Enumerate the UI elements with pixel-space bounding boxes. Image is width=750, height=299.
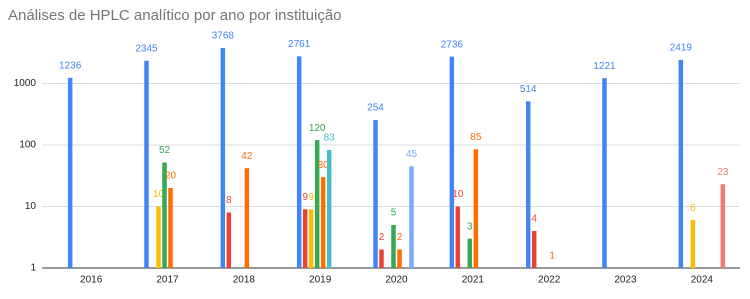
bar <box>67 77 73 268</box>
data-label: 2736 <box>441 39 464 50</box>
bar <box>320 177 326 268</box>
data-label: 2419 <box>670 43 693 54</box>
data-label: 514 <box>520 84 537 95</box>
bar <box>326 149 332 268</box>
y-tick-label: 1000 <box>14 78 37 89</box>
x-tick-label: 2022 <box>538 275 561 286</box>
bar <box>525 101 531 269</box>
x-tick-label: 2016 <box>80 275 103 286</box>
data-label: 254 <box>367 103 384 114</box>
bar <box>162 162 167 268</box>
x-tick-label: 2020 <box>385 275 408 286</box>
bar <box>531 230 537 268</box>
data-label: 1 <box>549 251 555 262</box>
bar <box>409 166 414 268</box>
y-tick-label: 100 <box>19 140 36 151</box>
data-label: 3768 <box>212 31 235 42</box>
bar <box>379 249 384 268</box>
data-label: 3 <box>467 221 473 232</box>
bar <box>690 220 696 268</box>
bar <box>314 140 320 268</box>
data-label: 6 <box>690 203 696 214</box>
x-tick-label: 2019 <box>309 275 332 286</box>
bar <box>373 120 378 269</box>
bar <box>144 60 149 269</box>
data-label: 45 <box>406 149 418 160</box>
data-label: 23 <box>717 167 729 178</box>
data-label: 2761 <box>288 39 311 50</box>
bar <box>156 206 161 268</box>
data-label: 2 <box>379 232 385 243</box>
bar <box>720 184 726 268</box>
data-label: 1221 <box>593 61 616 72</box>
x-tick-label: 2021 <box>462 275 485 286</box>
data-label: 10 <box>452 189 464 200</box>
data-label: 4 <box>531 214 537 225</box>
bar <box>226 212 232 268</box>
data-label: 42 <box>241 151 253 162</box>
data-label: 9 <box>302 192 308 203</box>
y-tick-label: 1 <box>30 263 36 274</box>
x-tick-label: 2017 <box>156 275 179 286</box>
bar <box>473 149 479 268</box>
data-label: 52 <box>159 145 171 156</box>
bar <box>308 209 314 268</box>
data-label: 2345 <box>135 43 158 54</box>
x-tick-label: 2024 <box>691 275 714 286</box>
bar <box>296 56 302 268</box>
x-tick-label: 2023 <box>614 275 637 286</box>
data-label: 5 <box>391 208 397 219</box>
data-label: 120 <box>309 123 326 134</box>
bar <box>449 56 455 269</box>
bar <box>302 209 308 268</box>
data-label: 10 <box>153 189 165 200</box>
chart-title: Análises de HPLC analítico por ano por i… <box>8 7 342 24</box>
x-tick-label: 2018 <box>233 275 256 286</box>
data-label: 85 <box>470 132 482 143</box>
bar <box>678 59 684 268</box>
data-label: 2 <box>397 232 403 243</box>
data-label: 20 <box>165 171 177 182</box>
bar <box>244 168 250 268</box>
bar <box>467 238 473 268</box>
bar <box>455 206 461 268</box>
data-label: 8 <box>226 195 232 206</box>
data-label: 1236 <box>59 60 82 71</box>
bar <box>220 48 226 268</box>
bar <box>168 187 173 268</box>
bar <box>391 225 396 268</box>
y-tick-label: 10 <box>25 201 37 212</box>
data-label: 83 <box>324 133 336 144</box>
bar <box>602 78 607 268</box>
data-label: 30 <box>318 160 330 171</box>
bar <box>397 249 402 268</box>
data-label: 9 <box>308 192 314 203</box>
